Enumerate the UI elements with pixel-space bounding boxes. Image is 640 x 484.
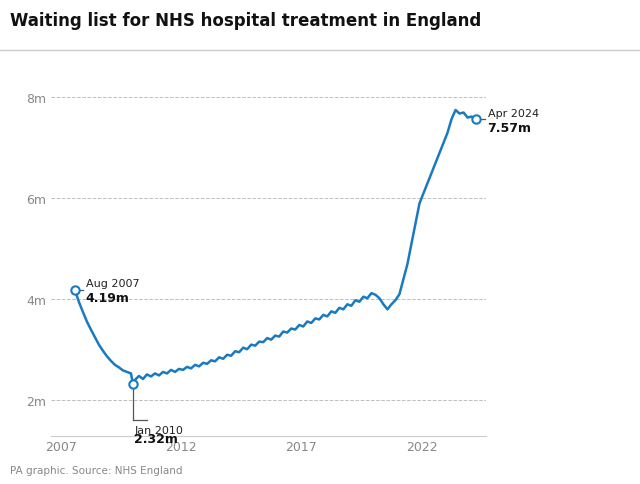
Text: 7.57m: 7.57m: [488, 121, 532, 135]
Text: 4.19m: 4.19m: [86, 291, 129, 304]
Text: Waiting list for NHS hospital treatment in England: Waiting list for NHS hospital treatment …: [10, 12, 481, 30]
Text: PA graphic. Source: NHS England: PA graphic. Source: NHS England: [10, 465, 182, 475]
Text: Apr 2024: Apr 2024: [488, 108, 539, 118]
Text: 2.32m: 2.32m: [134, 432, 178, 445]
Text: Aug 2007: Aug 2007: [86, 279, 140, 288]
Text: Jan 2010: Jan 2010: [134, 425, 183, 436]
